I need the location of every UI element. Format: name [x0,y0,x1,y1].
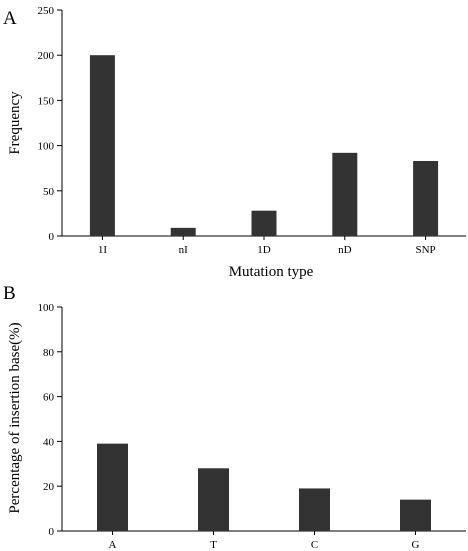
panel-a-x-tick-label: 1I [98,244,108,256]
panel-a-y-tick-label: 0 [49,231,55,243]
panel-b-bar-G [400,499,431,531]
panel-b-y-tick-label: 40 [43,436,55,448]
panel-a-x-tick-label: nI [179,244,189,256]
panel-a-y-tick-label: 150 [38,95,55,107]
panel-a-x-axis-title: Mutation type [229,264,314,280]
panel-a: A Frequency Mutation type 0 50 100 150 200 25… [3,5,466,280]
panel-a-letter: A [3,8,17,29]
panel-a-y-axis-title: Frequency [7,91,23,155]
panel-b-y-tick-label: 80 [43,347,55,359]
panel-b-x-tick-label: C [311,539,318,551]
panel-a-x-tick-label: nD [338,244,352,256]
panel-a-bar-1D [251,210,277,236]
panel-b-y-tick-label: 100 [38,302,55,314]
panel-a-x-tick-label: 1D [257,244,271,256]
panel-a-y-tick-label: 100 [38,141,55,153]
panel-b-letter: B [3,283,16,304]
panel-a-bar-1I [89,55,115,237]
panel-a-plot-area: 0 50 100 150 200 250 1I nI 1D nD SNP [38,5,466,256]
panel-b-x-tick-label: T [210,539,217,551]
panel-b-bar-C [299,488,330,531]
panel-b: B Percentage of insertion base(%) 0 20 40 6… [3,283,466,551]
panel-a-y-tick-label: 250 [38,5,55,17]
panel-b-bar-T [198,468,229,531]
panel-b-x-tick-label: G [412,539,420,551]
panel-a-bar-nI [170,227,196,236]
panel-b-y-axis-title: Percentage of insertion base(%) [7,322,23,513]
panel-b-y-tick-label: 60 [43,392,55,404]
panel-a-y-tick-label: 50 [43,186,55,198]
panel-b-y-tick-label: 20 [43,481,55,493]
panel-a-x-tick-label: SNP [416,244,436,256]
panel-a-y-tick-label: 200 [38,50,55,62]
panel-a-bar-SNP [413,160,439,236]
panel-b-x-tick-label: A [109,539,117,551]
panel-b-bar-A [97,443,128,531]
panel-b-plot-area: 0 20 40 60 80 100 A T C G [38,302,466,551]
panel-b-y-tick-label: 0 [49,526,55,538]
panel-a-bar-nD [332,152,358,236]
